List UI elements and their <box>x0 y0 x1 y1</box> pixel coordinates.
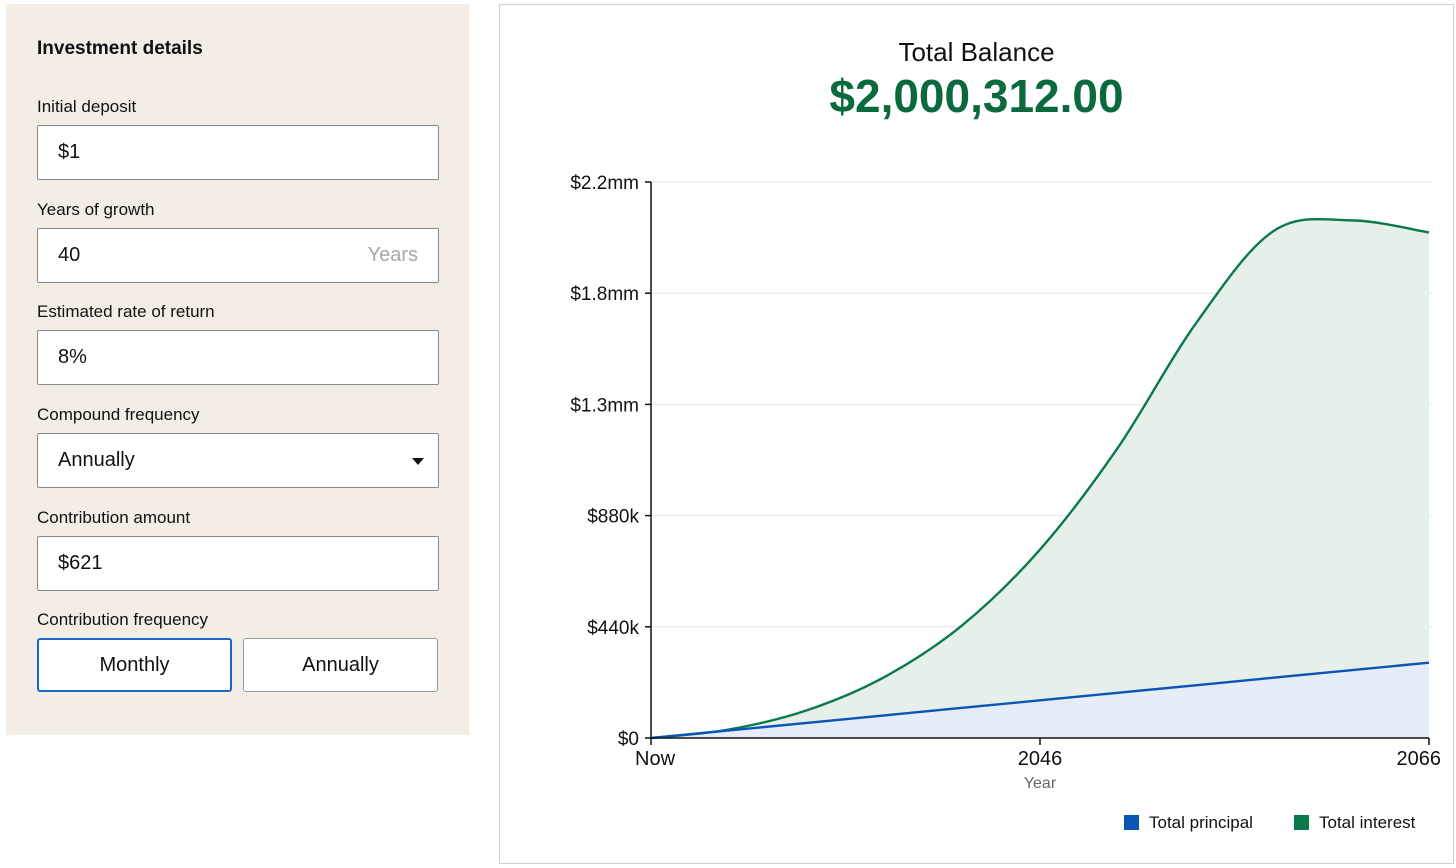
principal-swatch <box>1124 815 1139 830</box>
x-axis-label: Year <box>1024 775 1057 792</box>
y-tick-label-4: $1.8mm <box>570 284 639 305</box>
principal-line <box>650 661 1430 740</box>
y-tick-label-1: $440k <box>587 618 639 639</box>
legend-total-interest: Total interest <box>1294 813 1415 833</box>
contribution-amount-label: Contribution amount <box>37 508 191 527</box>
results-card: Total Balance $2,000,312.00 $0 $440k $880k… <box>499 4 1454 864</box>
years-of-growth-input[interactable]: 40 Years <box>37 228 439 283</box>
initial-deposit-value: $1 <box>58 141 81 163</box>
x-tick-label-1: 2046 <box>1018 748 1063 770</box>
legend-principal-label: Total principal <box>1149 813 1253 832</box>
total-balance-value: $2,000,312.00 <box>829 70 1124 122</box>
years-suffix: Years <box>367 244 418 266</box>
y-tick-label-3: $1.3mm <box>570 395 639 416</box>
panel-title: Investment details <box>37 38 203 59</box>
total-balance-line <box>650 217 1430 740</box>
balance-chart: $0 $440k $880k $1.3mm $1.8mm $2.2mm Now 2046 206… <box>570 173 1442 792</box>
total-balance-label: Total Balance <box>898 37 1055 67</box>
initial-deposit-input[interactable]: $1 <box>37 125 439 180</box>
monthly-toggle-button[interactable]: Monthly <box>37 638 232 692</box>
rate-of-return-value: 8% <box>58 346 87 368</box>
contribution-frequency-label: Contribution frequency <box>37 610 209 629</box>
y-tick-label-0: $0 <box>618 729 639 750</box>
legend-total-principal: Total principal <box>1124 813 1253 833</box>
interest-swatch <box>1294 815 1309 830</box>
x-tick-label-2: 2066 <box>1397 748 1442 770</box>
rate-of-return-label: Estimated rate of return <box>37 302 215 321</box>
chevron-down-icon <box>412 458 424 465</box>
y-tick-label-5: $2.2mm <box>570 173 639 194</box>
years-of-growth-label: Years of growth <box>37 200 155 219</box>
contribution-amount-input[interactable]: $621 <box>37 536 439 591</box>
contribution-amount-value: $621 <box>58 552 103 574</box>
initial-deposit-label: Initial deposit <box>37 97 137 116</box>
rate-of-return-input[interactable]: 8% <box>37 330 439 385</box>
x-tick-label-0: Now <box>635 748 676 770</box>
compound-frequency-value: Annually <box>58 449 135 471</box>
compound-frequency-label: Compound frequency <box>37 405 200 424</box>
annually-toggle-button[interactable]: Annually <box>243 638 438 692</box>
years-of-growth-value: 40 <box>58 244 81 266</box>
compound-frequency-select[interactable]: Annually <box>37 433 439 488</box>
y-tick-label-2: $880k <box>587 507 639 528</box>
interest-area <box>651 219 1429 738</box>
legend-interest-label: Total interest <box>1319 813 1416 832</box>
investment-details-panel: Investment details Initial deposit $1 Ye… <box>6 4 469 735</box>
